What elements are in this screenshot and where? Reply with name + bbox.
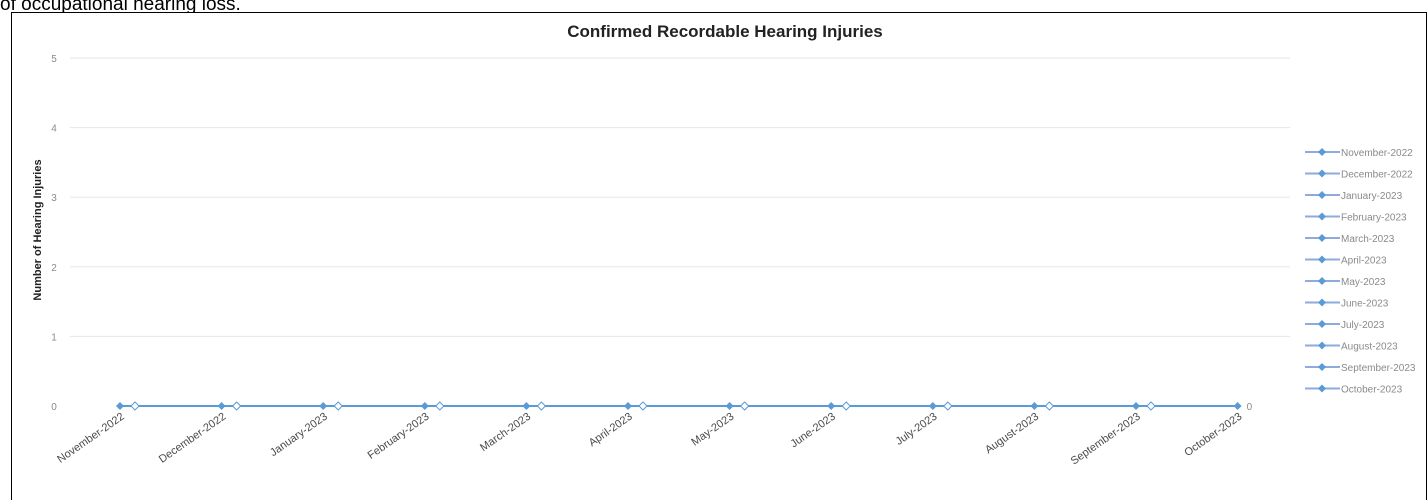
y-tick-label: 4 [51, 124, 57, 135]
data-point-marker [522, 402, 531, 410]
legend-entry: August-2023 [1341, 342, 1398, 353]
legend-marker [1318, 191, 1326, 199]
x-tick-label: May-2023 [689, 411, 736, 449]
legend-marker [1318, 148, 1326, 156]
legend-entry: April-2023 [1341, 256, 1387, 267]
x-tick-label: June-2023 [788, 411, 837, 451]
data-point-marker [116, 402, 124, 410]
legend-entry: December-2022 [1341, 170, 1413, 181]
legend-marker [1318, 363, 1326, 371]
data-point-marker [319, 402, 328, 410]
legend-entry: September-2023 [1341, 363, 1416, 374]
data-point-marker [739, 401, 750, 411]
legend-marker [1318, 277, 1326, 285]
data-point-marker [827, 402, 836, 410]
y-axis-ticks: 0 1 2 3 4 5 [51, 54, 57, 413]
data-point-marker [928, 402, 937, 410]
data-point-marker [1030, 402, 1039, 410]
data-point-marker [333, 401, 343, 411]
x-tick-label: November-2022 [55, 411, 126, 466]
data-point-marker [435, 401, 445, 411]
legend-entry: February-2023 [1341, 213, 1407, 224]
legend-marker [1318, 298, 1326, 307]
data-point-marker [624, 402, 632, 410]
x-tick-label: January-2023 [268, 411, 330, 459]
x-tick-label: December-2022 [157, 411, 228, 466]
data-point-marker [1233, 402, 1242, 410]
data-point-marker [231, 401, 242, 411]
legend-entry: January-2023 [1341, 191, 1403, 202]
x-tick-label: February-2023 [366, 411, 432, 462]
y-tick-label: 2 [51, 263, 57, 274]
legend: November-2022 December-2022 January-2023 Fe… [1305, 148, 1416, 396]
caption-fragment: of occupational hearing loss. [0, 0, 241, 15]
data-point-marker [725, 402, 734, 410]
chart-title: Confirmed Recordable Hearing Injuries [567, 22, 883, 41]
gridlines [70, 57, 1290, 337]
y-tick-label: 3 [51, 193, 57, 204]
data-point-marker [943, 401, 953, 411]
legend-marker [1318, 341, 1326, 350]
data-label: 0 [1247, 402, 1253, 413]
series-line-group: 0 [116, 401, 1253, 413]
legend-marker [1318, 384, 1326, 393]
legend-marker [1318, 212, 1326, 221]
legend-marker [1318, 234, 1326, 242]
data-point-marker [1132, 402, 1140, 410]
data-point-marker [1146, 401, 1156, 411]
x-tick-label: April-2023 [587, 411, 635, 450]
legend-entry: July-2023 [1341, 320, 1385, 331]
y-axis-label: Number of Hearing Injuries [32, 159, 44, 300]
data-point-marker [420, 402, 429, 410]
legend-marker [1318, 320, 1326, 328]
legend-entry: November-2022 [1341, 148, 1413, 159]
legend-marker [1318, 255, 1326, 264]
data-point-marker [841, 401, 851, 411]
data-point-marker [638, 401, 648, 411]
x-tick-label: March-2023 [478, 411, 533, 455]
data-point-marker [1044, 401, 1055, 411]
x-tick-label: September-2023 [1069, 411, 1143, 468]
y-tick-label: 5 [51, 54, 57, 65]
y-tick-label: 1 [51, 332, 57, 343]
x-tick-label: October-2023 [1182, 411, 1244, 459]
legend-entry: March-2023 [1341, 234, 1395, 245]
x-axis-ticks: November-2022 December-2022 January-2023 Fe… [55, 411, 1244, 468]
data-point-marker [536, 401, 547, 411]
y-tick-label: 0 [51, 402, 57, 413]
x-tick-label: August-2023 [983, 411, 1041, 457]
legend-entry: October-2023 [1341, 385, 1403, 396]
x-tick-label: July-2023 [894, 411, 940, 448]
legend-entry: May-2023 [1341, 277, 1386, 288]
chart-frame [11, 12, 1427, 500]
legend-marker [1318, 169, 1326, 178]
data-point-marker [130, 401, 140, 411]
data-point-marker [217, 402, 226, 410]
legend-entry: June-2023 [1341, 299, 1389, 310]
